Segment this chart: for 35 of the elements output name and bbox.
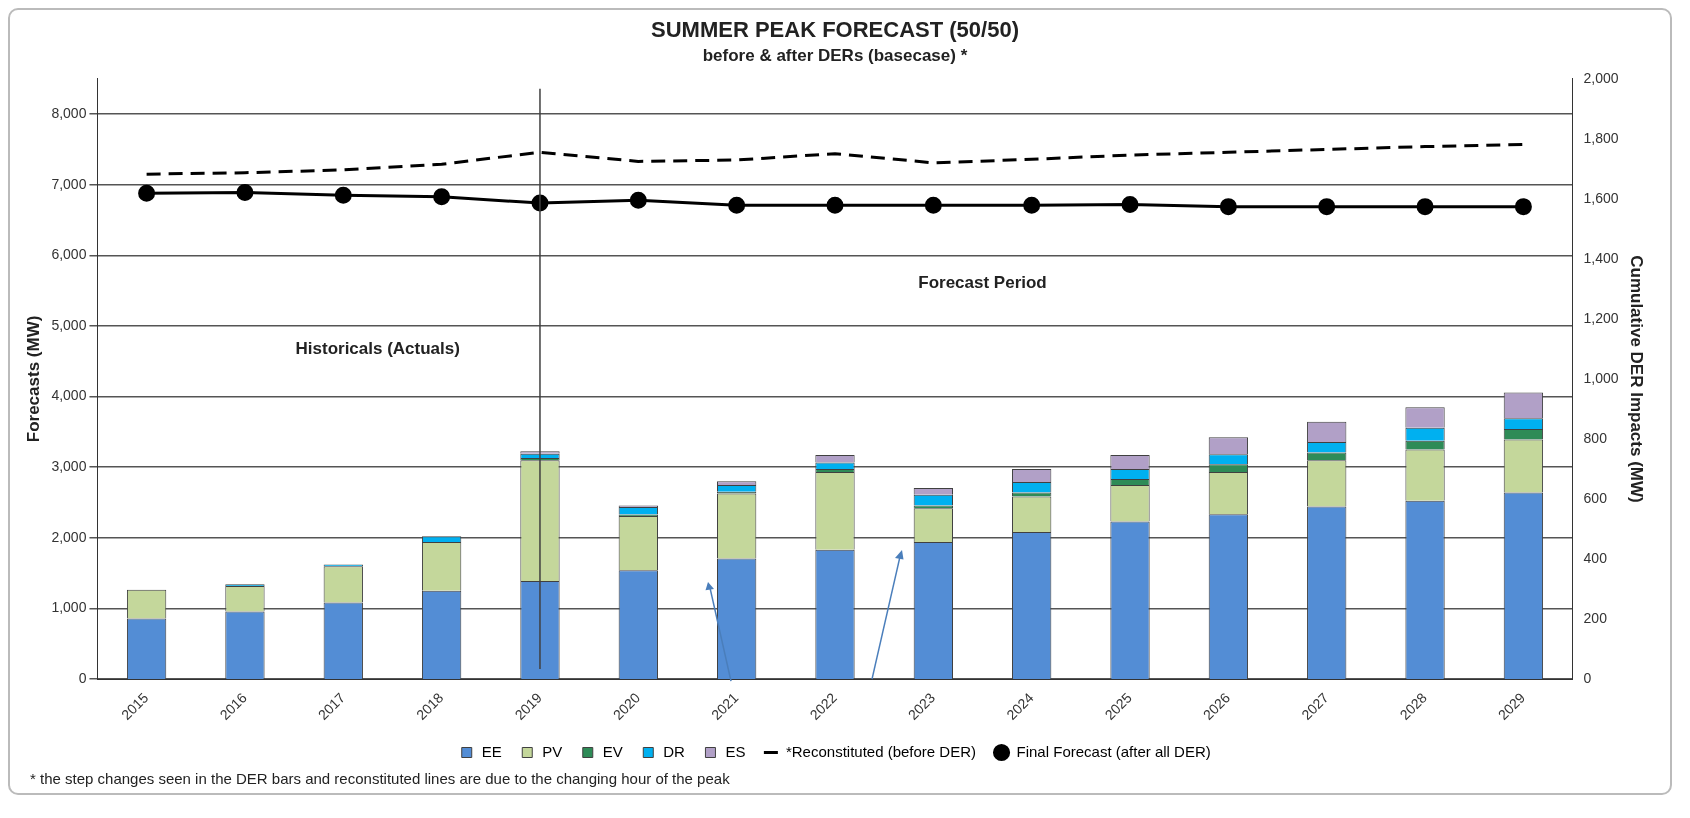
y-tick-label: 2,000 xyxy=(51,528,87,545)
y2-tick-label: 1,400 xyxy=(1583,249,1619,266)
legend-label: *Reconstituted (before DER) xyxy=(785,742,977,760)
y-tick-label: 8,000 xyxy=(51,104,87,121)
text: * the step changes seen in the DER bars and reconstituted lines are due to the changing hour of the peak xyxy=(29,770,731,789)
annotation: Historicals (Actuals) xyxy=(295,338,460,358)
y2-tick-label: 1,800 xyxy=(1583,129,1619,146)
y-tick-label: 3,000 xyxy=(51,458,87,475)
y2-axis-title: Cumulative DER Impacts (MW) xyxy=(1627,255,1647,503)
legend-label: Final Forecast (after all DER) xyxy=(1016,742,1211,760)
y2-tick-label: 1,600 xyxy=(1583,189,1619,206)
y-tick-label: 5,000 xyxy=(51,316,87,333)
y-tick-label: 7,000 xyxy=(51,175,87,192)
y2-tick-label: 1,000 xyxy=(1583,369,1619,386)
y2-tick-label: 2,000 xyxy=(1583,69,1619,86)
line-series xyxy=(145,142,1525,176)
legend-label: EE xyxy=(481,742,502,760)
y-tick-label: 0 xyxy=(78,669,87,686)
legend-label: DR xyxy=(663,742,686,760)
y2-tick-label: 1,200 xyxy=(1583,309,1619,326)
y2-tick-label: 200 xyxy=(1583,609,1608,626)
y2-tick-label: 0 xyxy=(1583,669,1592,686)
y-axis-title: Forecasts (MW) xyxy=(23,315,43,443)
chart-title: SUMMER PEAK FORECAST (50/50) xyxy=(651,17,1019,43)
y2-tick-label: 400 xyxy=(1583,549,1608,566)
legend-label: EV xyxy=(602,742,623,760)
legend-label: PV xyxy=(542,742,563,760)
y2-tick-label: 800 xyxy=(1583,429,1608,446)
y-tick-label: 1,000 xyxy=(51,599,87,616)
legend-label: ES xyxy=(725,742,746,760)
y2-tick-label: 600 xyxy=(1583,489,1608,506)
chart-subtitle: before & after DERs (basecase) * xyxy=(702,46,968,66)
y-tick-label: 4,000 xyxy=(51,387,87,404)
annotation: Forecast Period xyxy=(918,272,1047,292)
y-tick-label: 6,000 xyxy=(51,246,87,263)
